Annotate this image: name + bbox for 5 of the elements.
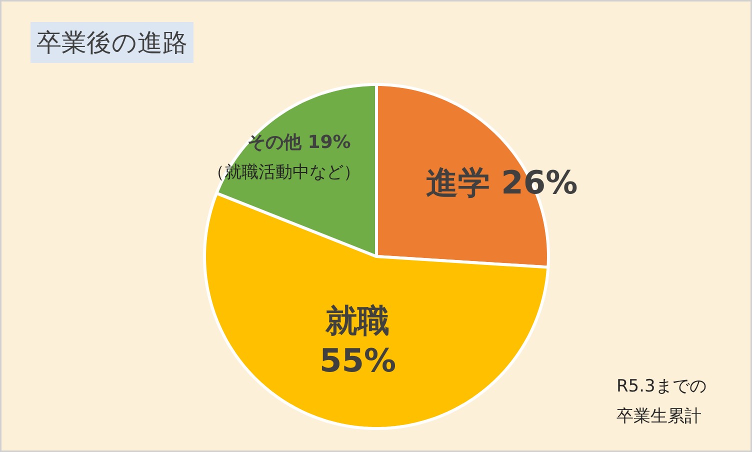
data-label: 55%	[319, 341, 396, 380]
text: R5.3までの卒業生累計	[616, 376, 706, 426]
chart-title: 卒業後の進路	[36, 28, 188, 57]
slice-label: その他 19%	[247, 132, 351, 154]
slice-label: 就職	[324, 301, 390, 340]
